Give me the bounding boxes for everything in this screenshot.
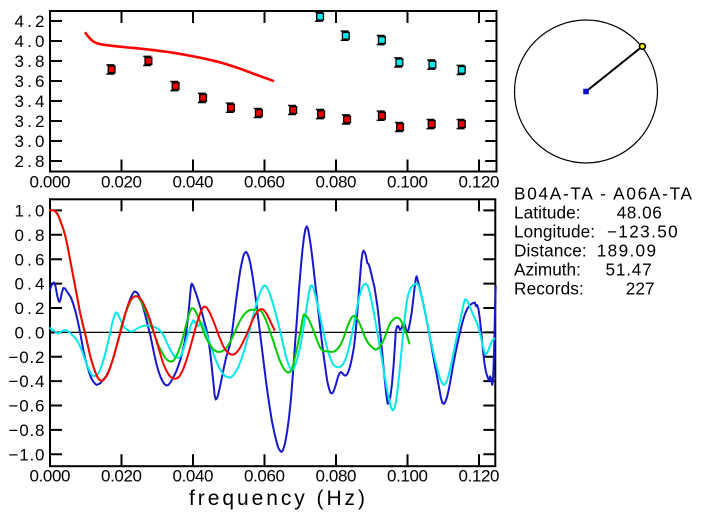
svg-text:−0.4: −0.4 [9,372,45,391]
svg-text:0.040: 0.040 [173,466,214,485]
svg-text:0.020: 0.020 [101,466,142,485]
svg-text:B04A-TA - A06A-TA: B04A-TA - A06A-TA [514,183,693,203]
svg-text:3.0: 3.0 [15,132,45,151]
svg-text:−1.0: −1.0 [9,445,45,464]
svg-text:2.8: 2.8 [15,152,45,171]
svg-text:0.080: 0.080 [316,173,357,192]
svg-text:−0.2: −0.2 [9,348,45,367]
svg-text:0.100: 0.100 [387,466,428,485]
svg-text:0.060: 0.060 [244,173,285,192]
svg-text:0.020: 0.020 [101,173,142,192]
svg-text:3.4: 3.4 [15,92,45,111]
svg-text:0.120: 0.120 [459,173,500,192]
svg-text:Distance:: Distance: [514,240,587,260]
svg-text:4.0: 4.0 [15,32,45,51]
svg-text:3.6: 3.6 [15,72,45,91]
svg-text:Records:: Records: [514,278,584,298]
svg-text:189.09: 189.09 [597,240,656,260]
svg-text:0.6: 0.6 [15,250,45,269]
svg-text:Latitude:: Latitude: [514,202,581,222]
svg-text:frequency (Hz): frequency (Hz) [189,487,365,510]
svg-text:4.2: 4.2 [15,12,45,31]
svg-text:0.120: 0.120 [459,466,500,485]
svg-text:Longitude:: Longitude: [514,221,595,241]
svg-text:0.2: 0.2 [15,299,45,318]
svg-text:−0.8: −0.8 [9,421,45,440]
svg-text:0.080: 0.080 [316,466,357,485]
svg-text:−123.50: −123.50 [607,221,678,241]
svg-text:0.040: 0.040 [173,173,214,192]
svg-text:Azimuth:: Azimuth: [514,259,581,279]
svg-text:0.8: 0.8 [15,226,45,245]
svg-text:1.0: 1.0 [15,202,45,221]
svg-text:3.2: 3.2 [15,112,45,131]
svg-text:0.100: 0.100 [387,173,428,192]
svg-text:227: 227 [626,278,655,298]
svg-text:0.060: 0.060 [244,466,285,485]
svg-text:48.06: 48.06 [617,202,662,222]
svg-text:0.4: 0.4 [15,275,45,294]
svg-text:0.000: 0.000 [30,466,71,485]
svg-text:51.47: 51.47 [606,259,652,279]
svg-text:−0.6: −0.6 [9,397,45,416]
svg-text:3.8: 3.8 [15,52,45,71]
svg-text:0.000: 0.000 [30,173,71,192]
svg-text:0.0: 0.0 [15,323,45,342]
